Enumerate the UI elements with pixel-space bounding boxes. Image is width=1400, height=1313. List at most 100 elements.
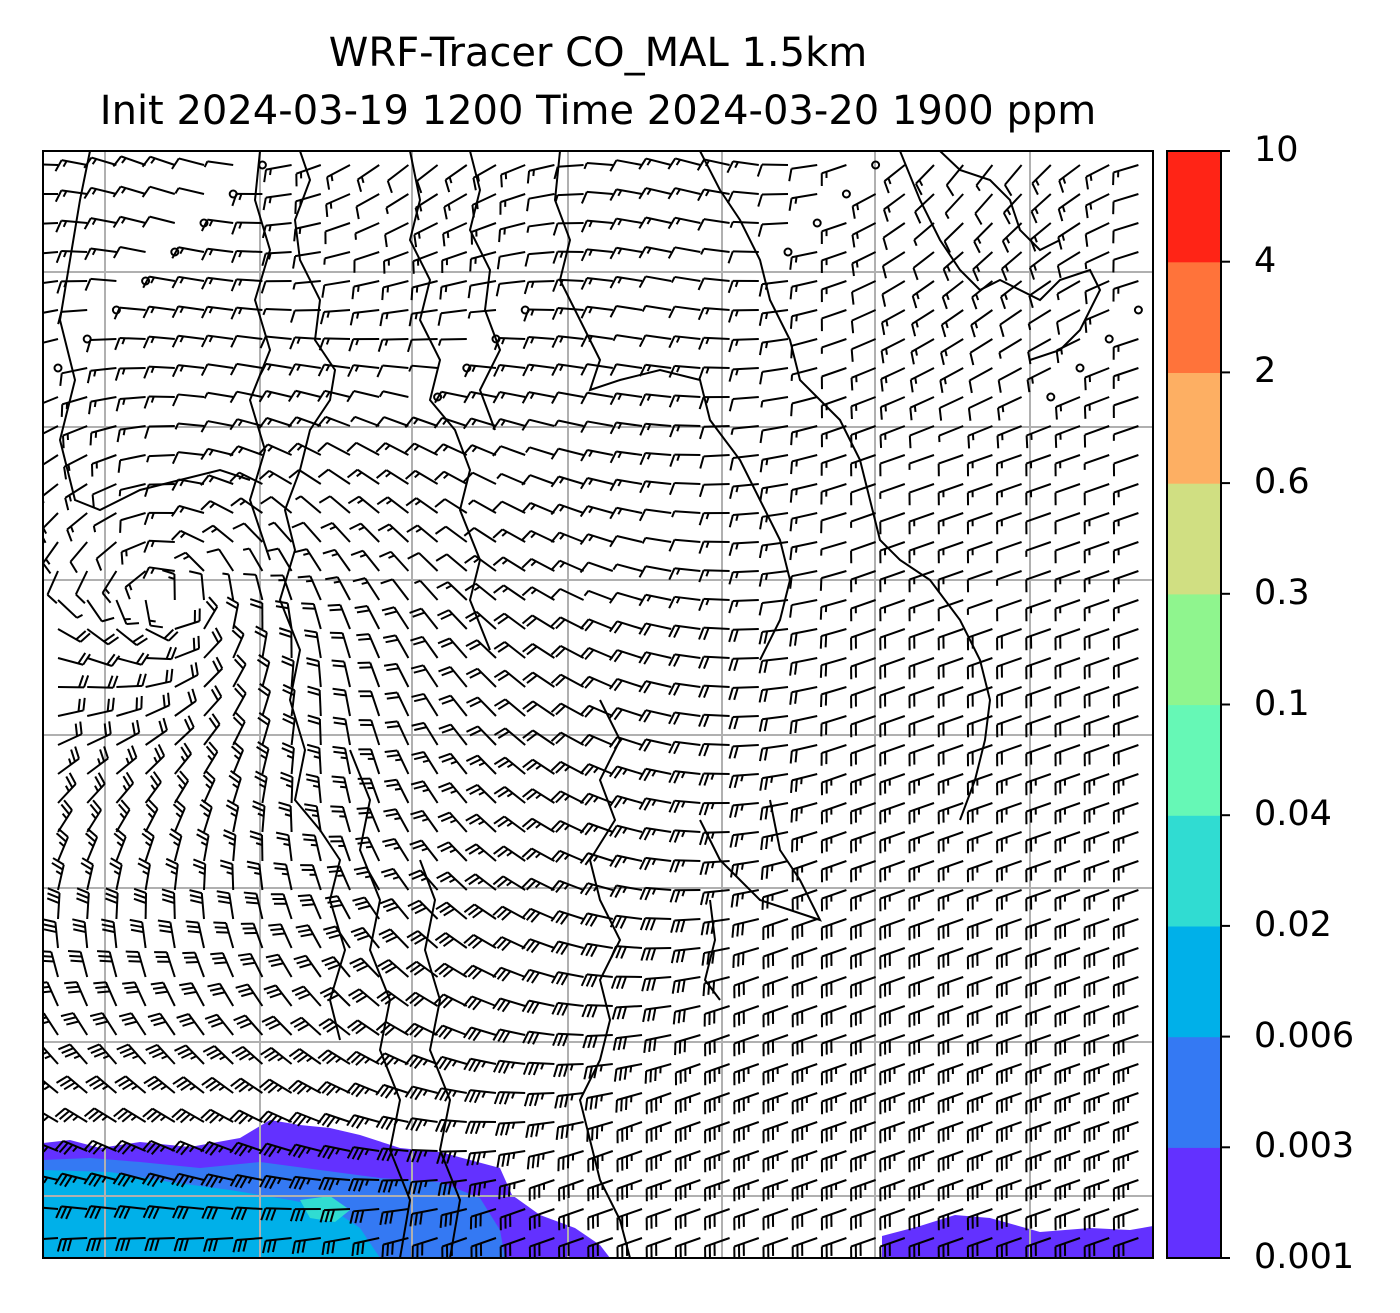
wind-barb [727,250,759,264]
wind-barb [496,1150,526,1168]
wind-barb [966,715,993,738]
wind-barb [668,682,701,696]
wind-barb [525,1121,555,1138]
colorbar-segment [1167,815,1221,927]
wind-barb [259,335,292,349]
wind-barb [318,1018,351,1036]
wind-barb [492,391,526,404]
wind-barb [144,771,162,804]
wind-barb [1084,280,1110,305]
wind-barb [760,831,789,851]
wind-barb [1056,251,1081,279]
wind-barb [291,521,322,543]
wind-barb [850,1005,876,1028]
plume-mid [43,1170,380,1258]
wind-barb [384,222,409,248]
wind-barb [143,539,175,553]
wind-barb [579,618,614,632]
wind-barb [1025,976,1052,999]
wind-barb [292,251,321,269]
wind-barb [492,556,526,572]
wind-barb [306,657,322,688]
colorbar-tick-label: 0.003 [1254,1126,1355,1167]
wind-barb [289,336,321,350]
wind-barb [699,425,730,440]
wind-barb [908,657,935,680]
wind-barb [937,947,964,970]
wind-barb [378,550,410,572]
wind-barb [464,582,497,601]
wind-barb [377,523,410,543]
wind-barb [1112,222,1139,244]
coastline [699,799,822,922]
wind-barb [287,416,322,428]
wind-barb [609,392,643,406]
wind-barb [1025,1092,1052,1115]
calm-wind-marker [433,392,443,402]
wind-barb [170,1140,205,1156]
wind-barb [908,1005,935,1028]
wind-barb [201,276,234,290]
wind-barb [171,364,205,378]
wind-barb [83,1139,117,1155]
wind-barb [356,633,381,659]
wind-barb [317,1049,351,1065]
wind-barb [551,971,584,986]
wind-barb [384,749,410,775]
wind-barb [945,164,964,197]
wind-barb [109,857,123,891]
wind-barb [347,495,380,514]
wind-barb [639,480,672,494]
wind-barb [173,770,190,804]
wind-barb [258,390,292,403]
wind-barb [937,773,964,796]
colorbar-tick-label: 0.02 [1254,904,1332,945]
wind-barb [86,599,115,623]
wind-barb [410,664,439,688]
wind-barb [1056,280,1081,301]
wind-barb [609,421,643,435]
wind-barb [668,394,701,408]
wind-barb [879,715,906,738]
wind-barb [434,498,468,514]
wind-barb [1054,947,1081,970]
wind-barb [115,771,135,804]
calm-wind-marker [257,160,267,170]
coastline [699,151,992,821]
wind-barb [1054,1092,1081,1115]
wind-barb [669,424,701,438]
wind-barb [1083,831,1110,854]
wind-barb [668,335,701,349]
wind-barb [1030,193,1052,224]
wind-barb [609,478,643,492]
wind-barb [915,164,935,196]
wind-barb [463,527,497,543]
wind-barb [579,477,614,490]
wind-barb [670,947,701,964]
wind-barb [1054,1005,1081,1028]
wind-barb [971,280,994,310]
wind-barb [699,831,730,846]
wind-barb [1054,860,1081,883]
wind-barb [638,622,672,636]
wind-barb [850,1092,876,1115]
wind-barb [287,1143,322,1159]
wind-barb [1055,338,1081,364]
wind-barb [728,541,759,557]
wind-barb [762,1034,789,1057]
wind-barb [137,857,151,891]
wind-barb [492,1028,526,1044]
wind-barb [728,512,759,528]
wind-barb [521,558,555,572]
wind-barb [354,222,380,240]
wind-barb [698,802,730,816]
wind-barb [756,163,789,177]
wind-barb [328,835,351,862]
wind-barb [523,1092,555,1107]
wind-barb [580,420,613,434]
wind-barb [996,1034,1022,1057]
wind-barb [86,746,109,775]
wind-barb [850,802,876,825]
wind-barb [668,595,701,609]
wind-barb [550,940,584,956]
